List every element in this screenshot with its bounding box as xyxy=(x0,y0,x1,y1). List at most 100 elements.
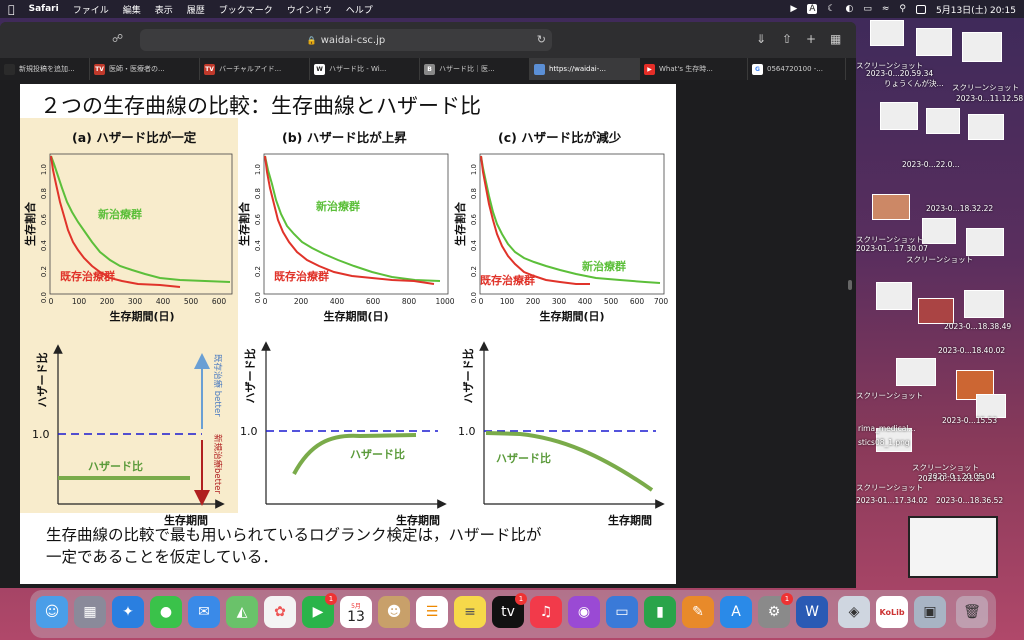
desktop-file-thumbnail[interactable] xyxy=(916,28,952,56)
reload-icon[interactable]: ↻ xyxy=(536,33,546,46)
music-icon[interactable]: ♫ xyxy=(530,596,562,628)
desktop-file-label[interactable]: 2023-0...15.53 xyxy=(942,416,998,425)
system-settings-icon[interactable]: ⚙ 1 xyxy=(758,593,793,628)
desktop-file-label[interactable]: 2023-0...11.21.23 xyxy=(918,474,986,483)
menu-window[interactable]: ウインドウ xyxy=(280,5,332,16)
apple-menu-icon[interactable]:  xyxy=(8,3,15,16)
menu-view[interactable]: 表示 xyxy=(148,5,173,16)
tab-1[interactable]: TV 医師・医療者の... xyxy=(90,58,200,80)
kolib-icon[interactable]: KoLib xyxy=(876,596,908,628)
battery-icon[interactable]: ▭ xyxy=(863,4,872,14)
screenshot-preview-thumbnail[interactable] xyxy=(908,516,998,578)
play-icon[interactable]: ▶ xyxy=(790,4,798,14)
focus-moon-icon[interactable]: ☾ xyxy=(827,4,836,14)
tab-4[interactable]: B ハザード比｜医... xyxy=(420,58,530,80)
tab-overview-icon[interactable]: ▦ xyxy=(830,32,842,46)
desktop-file-label[interactable]: stics08_1.png xyxy=(858,438,910,447)
desktop-file-thumbnail[interactable] xyxy=(962,32,1002,62)
desktop-file-label[interactable]: スクリーンショット xyxy=(952,83,1020,92)
maps-icon[interactable]: ◭ xyxy=(226,596,258,628)
desktop-file-thumbnail[interactable] xyxy=(968,114,1004,140)
messages-icon[interactable]: ● xyxy=(150,596,182,628)
desktop-file-thumbnail[interactable] xyxy=(876,428,912,452)
desktop-file-label[interactable]: 2023-0...22.0... xyxy=(902,160,960,169)
scrollbar-thumb[interactable] xyxy=(848,280,852,290)
podcasts-icon[interactable]: ◉ xyxy=(568,596,600,628)
downloads-icon[interactable]: ⇓ xyxy=(756,32,767,46)
desktop-file-thumbnail[interactable] xyxy=(880,102,918,130)
desktop-file-thumbnail[interactable] xyxy=(896,358,936,386)
wifi-icon[interactable]: ≈ xyxy=(881,4,890,14)
desktop-file-thumbnail[interactable] xyxy=(876,282,912,310)
desktop-file-label[interactable]: 2023-01...17.30.07 xyxy=(856,244,928,253)
desktop-file-thumbnail[interactable] xyxy=(870,20,904,46)
desktop-file-label[interactable]: スクリーンショット xyxy=(856,391,924,400)
desktop-file-label[interactable]: 2023-01...17.34.02 xyxy=(856,496,928,505)
trash-icon[interactable]: 🗑 xyxy=(956,596,988,628)
desktop-file-label[interactable]: スクリーンショット xyxy=(856,235,924,244)
pages-icon[interactable]: ✎ xyxy=(682,596,714,628)
menu-edit[interactable]: 編集 xyxy=(116,5,141,16)
desktop-file-label[interactable]: 2023-0...18.40.02 xyxy=(938,346,1006,355)
menu-history[interactable]: 履歴 xyxy=(180,5,205,16)
desktop-file-label[interactable]: スクリーンショット xyxy=(856,61,924,70)
launchpad-icon[interactable]: ▦ xyxy=(74,596,106,628)
screenshot-icon[interactable]: ▣ xyxy=(914,596,946,628)
y-tick: 0.2 xyxy=(40,266,48,277)
input-source-icon[interactable]: A xyxy=(807,4,818,14)
tab-2[interactable]: TV バーチャルアイド... xyxy=(200,58,310,80)
share-icon[interactable]: ⇧ xyxy=(782,32,793,46)
menu-file[interactable]: ファイル xyxy=(66,5,109,16)
desktop-file-label[interactable]: 2023-0...20.05.04 xyxy=(928,472,996,481)
word-icon[interactable]: W xyxy=(796,596,828,628)
desktop-file-label[interactable]: 2023-0...18.38.49 xyxy=(944,322,1012,331)
address-bar[interactable]: 🔒 waidai-csc.jp ↻ xyxy=(140,29,552,51)
reminders-icon[interactable]: ☰ xyxy=(416,596,448,628)
notes-icon[interactable]: ≡ xyxy=(454,596,486,628)
contacts-icon[interactable]: ☻ xyxy=(378,596,410,628)
tab-5-active[interactable]: https://waidai-... xyxy=(530,58,640,80)
tv-icon[interactable]: tv 1 xyxy=(492,593,527,628)
menubar-clock[interactable]: 5月13日(土) 20:15 xyxy=(936,5,1016,16)
finder-icon[interactable]: ☺ xyxy=(36,596,68,628)
desktop-file-label[interactable]: りょうくんが決... xyxy=(884,79,944,88)
tab-7[interactable]: G 0564720100 -... xyxy=(748,58,846,80)
tab-3[interactable]: W ハザード比 - Wi... xyxy=(310,58,420,80)
preview-icon[interactable]: ◈ xyxy=(838,596,870,628)
desktop-file-thumbnail[interactable] xyxy=(918,298,954,324)
search-icon[interactable]: ⚲ xyxy=(899,4,906,14)
display-icon[interactable]: ◐ xyxy=(845,4,854,14)
menu-app-name[interactable]: Safari xyxy=(22,4,59,14)
desktop-file-label[interactable]: 2023-0...20.59.34 xyxy=(866,69,934,78)
privacy-shield-icon[interactable]: ☍ xyxy=(112,32,124,45)
desktop-file-label[interactable]: 2023-0...11.12.58 xyxy=(956,94,1024,103)
desktop-file-thumbnail[interactable] xyxy=(872,194,910,220)
desktop-file-label[interactable]: 2023-0...18.32.22 xyxy=(926,204,994,213)
photos-icon[interactable]: ✿ xyxy=(264,596,296,628)
desktop-file-thumbnail[interactable] xyxy=(964,290,1004,318)
desktop-file-label[interactable]: スクリーンショット xyxy=(906,255,974,264)
desktop-file-label[interactable]: rima_medical... xyxy=(858,424,916,433)
menu-help[interactable]: ヘルプ xyxy=(339,5,373,16)
desktop-file-label[interactable]: スクリーンショット xyxy=(856,483,924,492)
app-store-icon[interactable]: A xyxy=(720,596,752,628)
desktop-file-thumbnail[interactable] xyxy=(976,394,1006,418)
tab-6[interactable]: ▶ What's 生存時... xyxy=(640,58,748,80)
desktop-file-label[interactable]: スクリーンショット xyxy=(912,463,980,472)
safari-icon[interactable]: ✦ xyxy=(112,596,144,628)
new-tab-icon[interactable]: + xyxy=(806,32,817,46)
numbers-icon[interactable]: ▮ xyxy=(644,596,676,628)
desktop-file-thumbnail[interactable] xyxy=(966,228,1004,256)
desktop-file-label[interactable]: 2023-0...18.36.52 xyxy=(936,496,1004,505)
calendar-icon[interactable]: 5月 13 xyxy=(340,596,372,628)
tab-0[interactable]: 新規投稿を追加... xyxy=(0,58,90,80)
desktop-file-thumbnail[interactable] xyxy=(922,218,956,244)
menu-bookmarks[interactable]: ブックマーク xyxy=(212,5,273,16)
mail-icon[interactable]: ✉ xyxy=(188,596,220,628)
desktop-file-thumbnail[interactable] xyxy=(926,108,960,134)
tab-label: https://waidai-... xyxy=(549,65,606,73)
control-center-icon[interactable] xyxy=(916,4,926,14)
y-tick: 1.0 xyxy=(254,164,262,175)
keynote-icon[interactable]: ▭ xyxy=(606,596,638,628)
facetime-icon[interactable]: ▶ 1 xyxy=(302,593,337,628)
